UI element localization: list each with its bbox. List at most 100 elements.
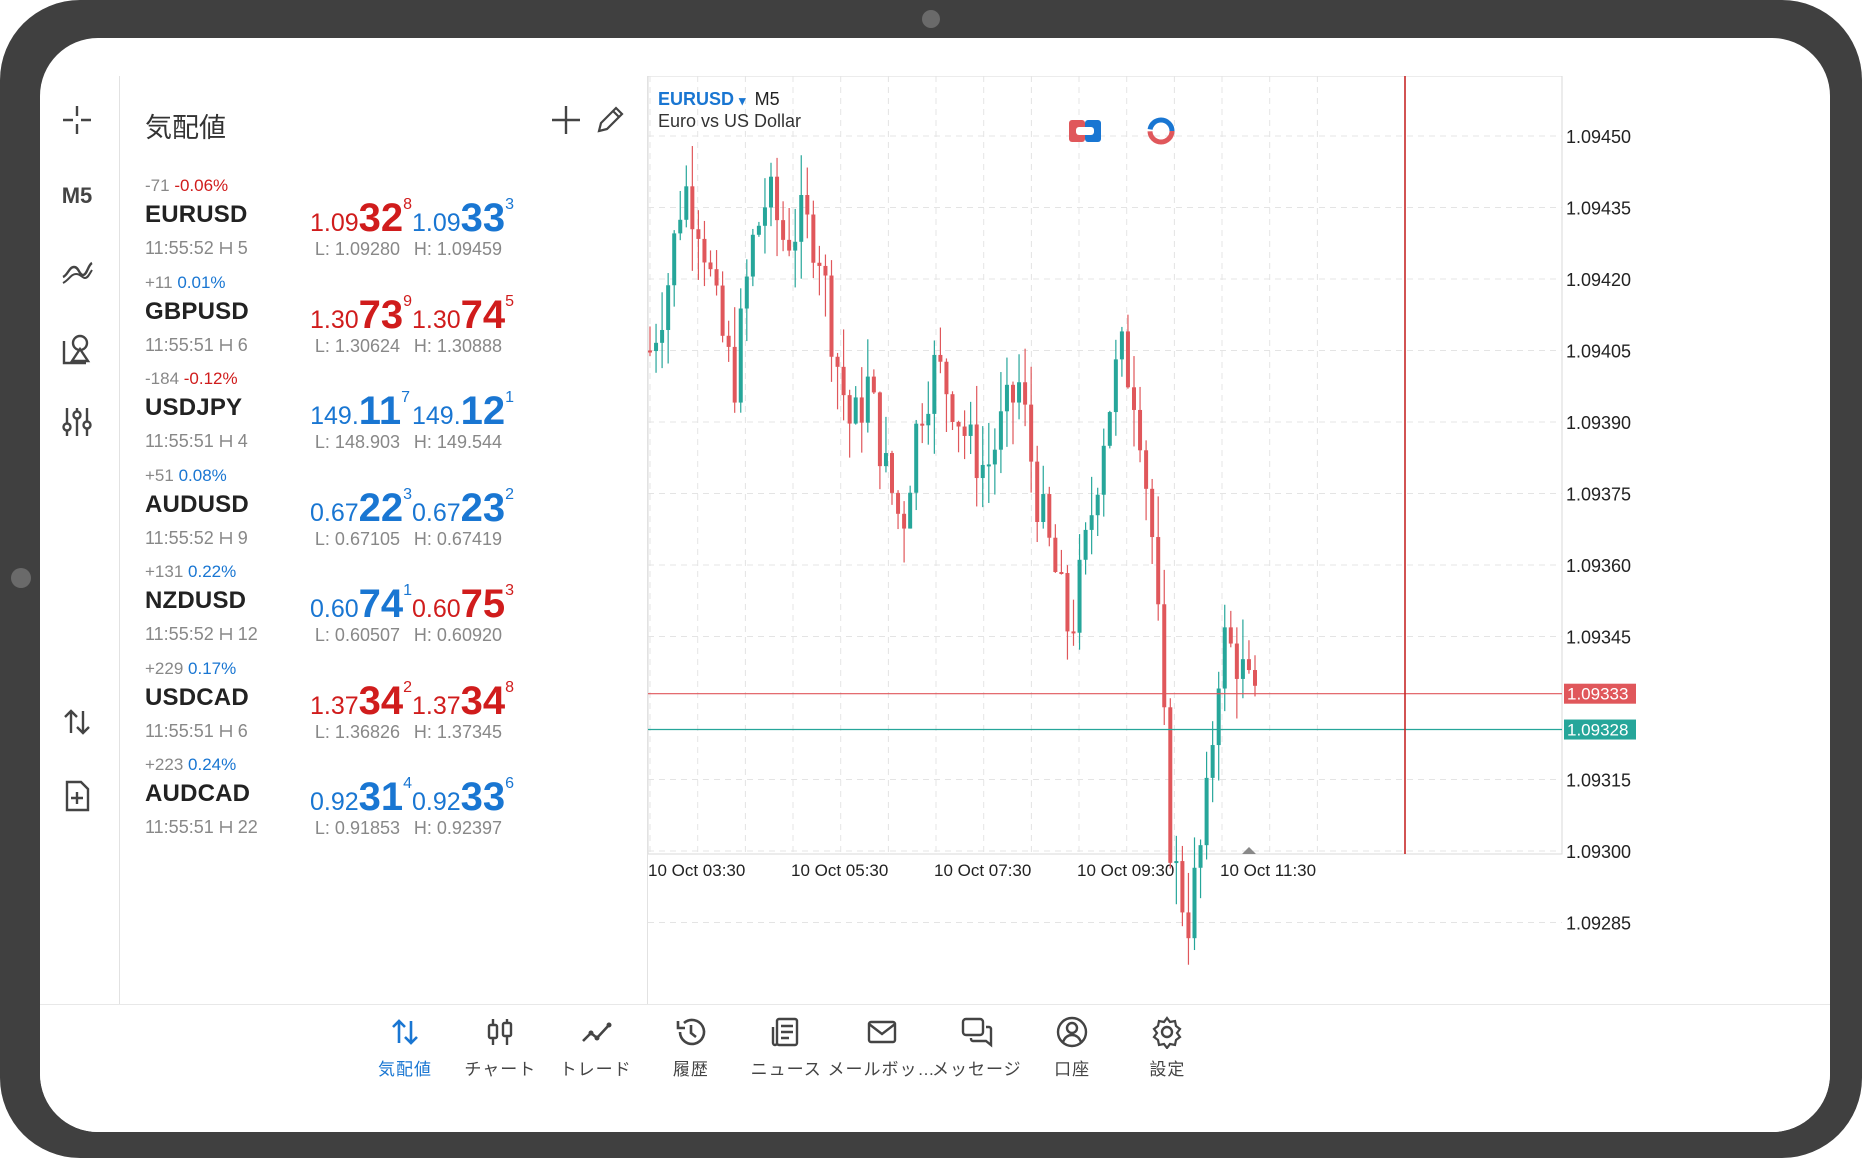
- bid-pips: 11: [358, 389, 402, 433]
- quote-row-audcad[interactable]: +223 0.24% AUDCAD 11:55:51 22 0.92314 0.9233…: [120, 755, 649, 869]
- x-tick-label: 10 Oct 07:30: [934, 861, 1031, 880]
- ask-price[interactable]: 149.121: [412, 377, 514, 441]
- bid-fraction: 7: [401, 389, 410, 406]
- ask-price[interactable]: 0.67232: [412, 474, 515, 538]
- candle-body: [1011, 384, 1015, 403]
- quote-row-audusd[interactable]: +51 0.08% AUDUSD 11:55:52 9 0.67223 0.67232 L…: [120, 466, 649, 580]
- candle-body: [1150, 488, 1155, 538]
- nav-item-4[interactable]: ニュース: [731, 1015, 841, 1085]
- quote-row-nzdusd[interactable]: +131 0.22% NZDUSD 11:55:52 12 0.60741 0.6075…: [120, 562, 649, 676]
- bid-price[interactable]: 149.117: [310, 377, 410, 441]
- bid-price[interactable]: 1.37342: [310, 667, 412, 731]
- quote-row-usdcad[interactable]: +229 0.17% USDCAD 11:55:51 6 1.37342 1.37348…: [120, 659, 649, 773]
- candle-body: [811, 214, 816, 263]
- bid-price-tag: [1564, 719, 1636, 740]
- y-tick-label: 1.09360: [1566, 556, 1631, 576]
- indicator-icon: [62, 261, 93, 284]
- chart-description: Euro vs US Dollar: [658, 111, 802, 131]
- nav-item-7[interactable]: 口座: [1017, 1015, 1127, 1085]
- change-points: -71: [145, 176, 170, 195]
- bid-pips: 32: [358, 196, 404, 240]
- candle-body: [1053, 537, 1058, 572]
- quote-row-gbpusd[interactable]: +11 0.01% GBPUSD 11:55:51 6 1.30739 1.30745 L…: [120, 273, 649, 387]
- bid-prefix: 0.60: [310, 595, 359, 623]
- candle-body: [648, 350, 652, 353]
- quote-row-eurusd[interactable]: -71 -0.06% EURUSD 11:55:52 5 1.09328 1.09333…: [120, 176, 649, 290]
- chart-canvas[interactable]: 1.09450 1.09435 1.09420 1.09405 1.09390 1.093…: [648, 76, 1790, 1004]
- candle-body: [926, 413, 931, 426]
- daily-high: H: 0.92397: [413, 818, 502, 838]
- candle-body: [908, 492, 913, 529]
- ask-price[interactable]: 0.60753: [412, 570, 514, 634]
- bid-prefix: 149.: [310, 402, 359, 430]
- candle-body: [684, 186, 689, 220]
- ask-price[interactable]: 1.37348: [412, 667, 514, 731]
- bid-price[interactable]: 0.67223: [310, 474, 413, 538]
- candle-body: [1101, 445, 1106, 495]
- bid-price[interactable]: 1.30739: [310, 281, 412, 345]
- daily-change: +11 0.01%: [145, 273, 226, 293]
- candle-body: [1004, 384, 1009, 412]
- candle-body: [865, 376, 870, 423]
- quote-time: 11:55:52: [145, 624, 214, 644]
- chart-symbol-selector[interactable]: EURUSD ▾ M5: [658, 89, 780, 110]
- quote-row-usdjpy[interactable]: -184 -0.12% USDJPY 11:55:51 4 149.117 149.12…: [120, 369, 649, 483]
- nav-item-8[interactable]: 設定: [1112, 1015, 1222, 1085]
- bid-price[interactable]: 1.09328: [310, 184, 412, 248]
- bid-price[interactable]: 0.60741: [310, 570, 412, 634]
- candle-body: [1198, 845, 1203, 868]
- ask-fraction: 3: [505, 196, 515, 213]
- bid-fraction: 3: [403, 485, 413, 503]
- new-order-button[interactable]: [50, 774, 104, 818]
- nav-item-5[interactable]: メールボッ…: [827, 1015, 937, 1085]
- timeframe-button[interactable]: M5: [50, 174, 104, 218]
- nav-item-6[interactable]: メッセージ: [922, 1015, 1032, 1085]
- edit-list-button[interactable]: [588, 98, 632, 142]
- candle-body: [859, 397, 864, 423]
- daily-high: H: 0.67419: [413, 528, 502, 549]
- depth-of-market-button[interactable]: [1144, 116, 1178, 146]
- candle-body: [714, 269, 719, 286]
- daily-low: L: 0.91853: [314, 818, 400, 838]
- quote-meta: 11:55:51 22: [145, 817, 258, 838]
- candle-body: [950, 394, 955, 423]
- bid-price[interactable]: 0.92314: [310, 763, 412, 827]
- ask-price[interactable]: 0.92336: [412, 763, 515, 827]
- candle-body: [1041, 494, 1046, 523]
- y-tick-label: 1.09450: [1566, 127, 1631, 147]
- candle-body: [738, 308, 743, 403]
- chart-settings-button[interactable]: [50, 400, 104, 444]
- candle-body: [1023, 382, 1028, 405]
- candle-body: [974, 424, 979, 479]
- nav-item-2[interactable]: トレード: [541, 1015, 651, 1085]
- nav-item-0[interactable]: 気配値: [350, 1015, 460, 1085]
- change-points: +223: [145, 755, 184, 774]
- add-symbol-button[interactable]: [544, 98, 588, 142]
- objects-button[interactable]: [50, 326, 104, 370]
- candle-body: [1095, 494, 1100, 516]
- ask-price-tag: [1564, 683, 1636, 704]
- y-tick-label: 1.09390: [1566, 413, 1631, 433]
- indicators-button[interactable]: [50, 248, 104, 292]
- ask-price[interactable]: 1.09333: [412, 184, 515, 248]
- ask-fraction: 2: [505, 485, 515, 503]
- candle-body: [678, 219, 683, 234]
- spread-value: 22: [237, 817, 258, 837]
- crosshair-tool-button[interactable]: [50, 98, 104, 142]
- ask-fraction: 6: [505, 775, 515, 792]
- bid-pips: 22: [358, 485, 404, 530]
- candle-body: [998, 411, 1003, 450]
- nav-item-3[interactable]: 履歴: [636, 1015, 746, 1085]
- pencil-icon: [597, 106, 624, 133]
- spread-icon: [219, 338, 232, 351]
- one-click-trade-button[interactable]: [50, 700, 104, 744]
- ask-price[interactable]: 1.30745: [412, 281, 514, 345]
- x-tick-label: 10 Oct 11:30: [1220, 861, 1316, 880]
- daily-high: H: 1.09459: [413, 239, 502, 259]
- nav-item-1[interactable]: チャート: [445, 1015, 555, 1085]
- trade-panel-button[interactable]: [1068, 116, 1102, 146]
- shapes-icon: [62, 334, 91, 365]
- candle-body: [829, 275, 834, 357]
- y-tick-label: 1.09285: [1566, 914, 1631, 934]
- price-chart[interactable]: 1.09450 1.09435 1.09420 1.09405 1.09390 1.093…: [648, 76, 1790, 1004]
